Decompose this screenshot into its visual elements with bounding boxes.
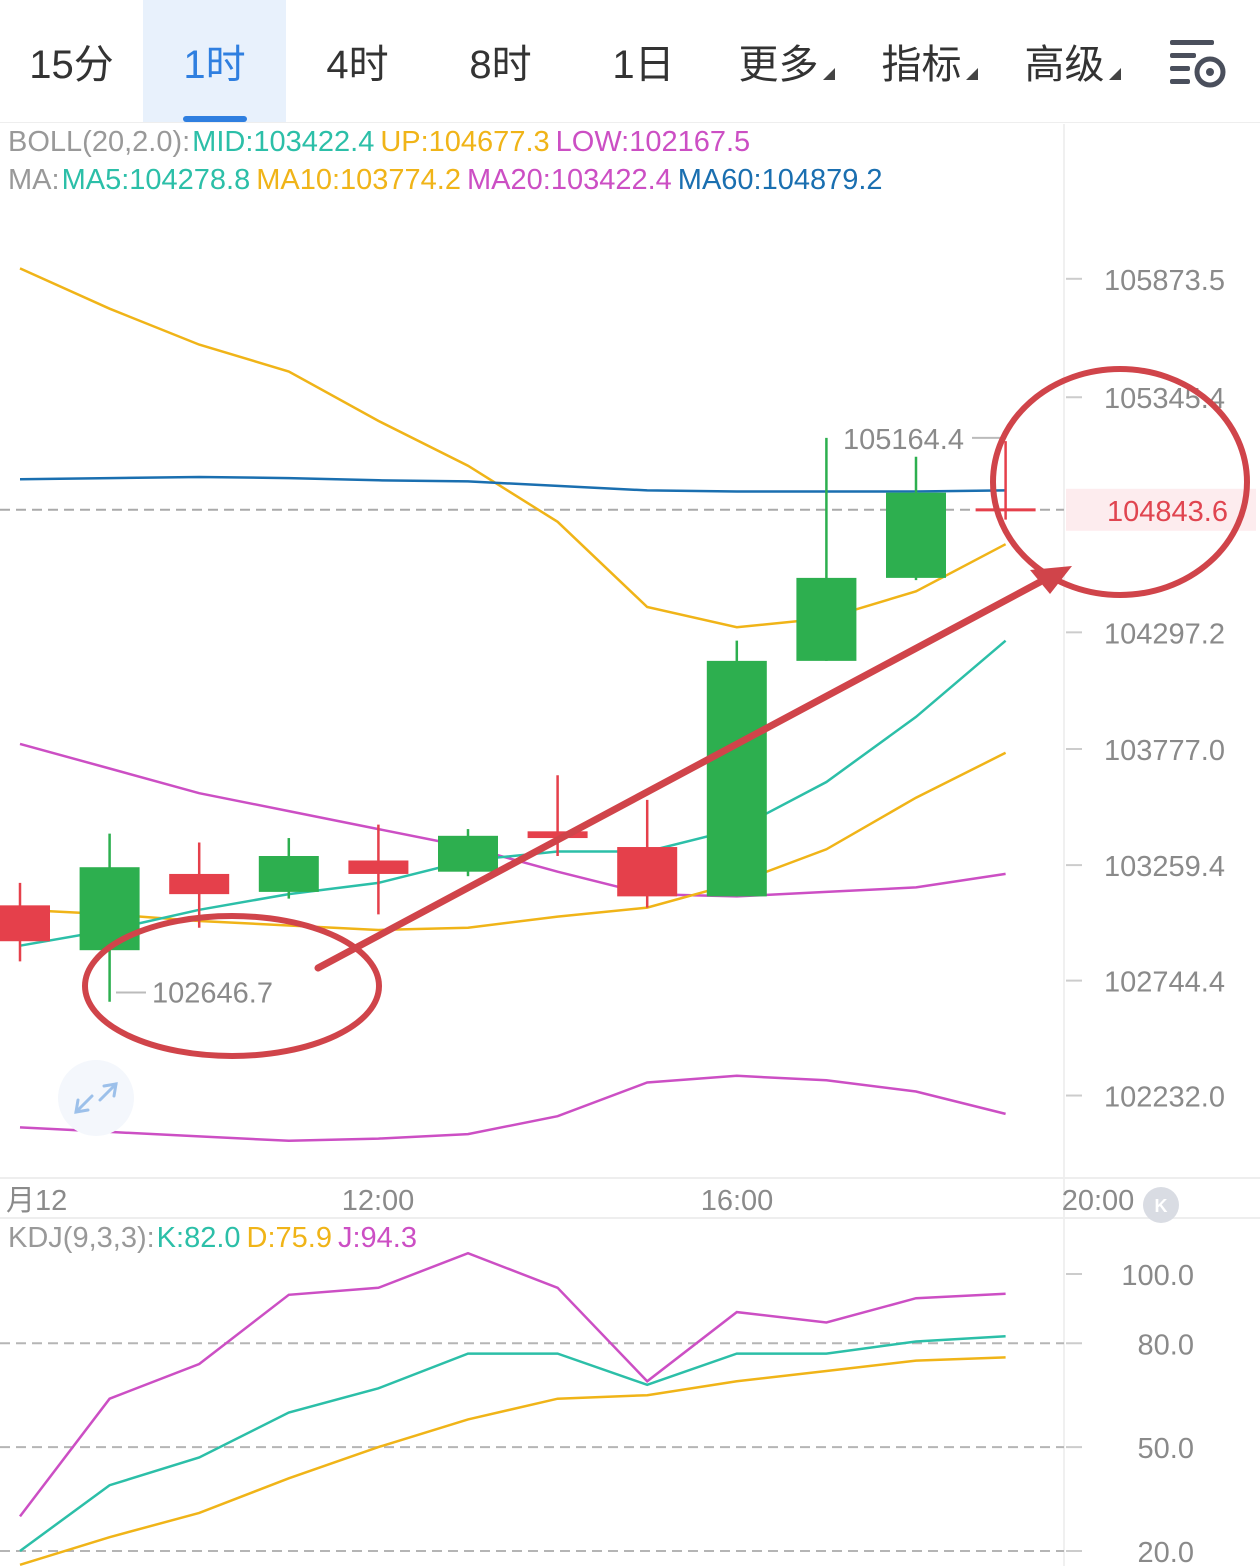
- tab-label: 更多: [738, 43, 819, 87]
- kdj-d-value: D:75.9: [246, 1222, 332, 1254]
- tab-4[interactable]: 8时: [429, 0, 572, 122]
- tab-label: 8时: [469, 43, 532, 87]
- y-axis-tick-label: 104297.2: [1104, 618, 1225, 650]
- ma20-value: MA20:103422.4: [467, 164, 672, 196]
- series-line-ma5: [19, 639, 1007, 947]
- expand-icon: [74, 1082, 118, 1114]
- candle-body: [169, 873, 230, 895]
- annotation-circle-low: [82, 913, 382, 1059]
- annotation-arrow-shaft: [314, 578, 1044, 972]
- expand-arrow: [98, 1082, 118, 1102]
- series-line-ma20: [19, 742, 1006, 898]
- expand-arrow: [74, 1094, 94, 1114]
- boll-mid-value: MID:103422.4: [192, 126, 375, 158]
- boll-legend: BOLL(20,2.0):MID:103422.4 UP:104677.3 LOW:…: [8, 126, 756, 159]
- chart-settings-button[interactable]: [1166, 36, 1230, 92]
- k-line-badge-icon: [1143, 1187, 1179, 1223]
- annotation-circle-high: [990, 366, 1250, 598]
- series-line-ma60: [19, 475, 1006, 493]
- chart-settings-icon: [1170, 40, 1226, 88]
- candle-body: [0, 905, 50, 942]
- ma-legend-prefix: MA:: [8, 164, 60, 196]
- candle-body: [438, 835, 498, 872]
- dropdown-caret-icon: [965, 68, 978, 80]
- tab-8[interactable]: 高级: [1001, 0, 1144, 122]
- boll-up-value: UP:104677.3: [380, 126, 550, 158]
- tab-label: 高级: [1024, 43, 1105, 87]
- tab-3[interactable]: 4时: [286, 0, 429, 122]
- kdj-axis-tick-label: 100.0: [1121, 1260, 1194, 1292]
- high-price-label: 105164.4: [843, 424, 964, 456]
- k-line-badge-letter: K: [1155, 1196, 1168, 1216]
- kdj-legend-prefix: KDJ(9,3,3):: [8, 1222, 155, 1254]
- dropdown-caret-icon: [1108, 68, 1121, 80]
- kdj-line-j: [19, 1251, 1006, 1518]
- y-axis-tick-label: 105873.5: [1104, 265, 1225, 297]
- ma60-value: MA60:104879.2: [677, 164, 883, 196]
- x-axis-tick-label: 月12: [6, 1185, 67, 1217]
- x-axis-tick-label: 20:00: [1062, 1185, 1135, 1217]
- last-price-label: 104843.6: [1107, 496, 1228, 528]
- tab-2[interactable]: 1时: [143, 0, 286, 122]
- kdj-j-value: J:94.3: [337, 1222, 417, 1254]
- y-axis-tick-label: 102232.0: [1104, 1082, 1225, 1114]
- kdj-axis-tick-label: 20.0: [1138, 1537, 1194, 1566]
- annotation-arrow-head: [1030, 566, 1072, 594]
- last-price-label-bg: [1066, 488, 1256, 531]
- candle-body: [796, 577, 857, 661]
- candle-body: [348, 860, 409, 874]
- y-axis-tick-label: 103259.4: [1104, 851, 1225, 883]
- y-axis-tick-label: 103777.0: [1104, 735, 1225, 767]
- expand-button-bg: [58, 1060, 134, 1136]
- ma-legend: MA:MA5:104278.8 MA10:103774.2 MA20:103422.…: [8, 164, 889, 197]
- dropdown-caret-icon: [822, 68, 835, 80]
- candle-body: [706, 660, 767, 897]
- kdj-axis-tick-label: 80.0: [1138, 1329, 1194, 1361]
- candle-body: [617, 847, 678, 897]
- x-axis-tick-label: 12:00: [342, 1185, 415, 1217]
- candle-body: [886, 492, 946, 578]
- tab-label: 指标: [881, 43, 962, 87]
- kdj-k-value: K:82.0: [156, 1222, 241, 1254]
- boll-legend-prefix: BOLL(20,2.0):: [8, 126, 191, 158]
- x-axis-tick-label: 16:00: [701, 1185, 774, 1217]
- tab-6[interactable]: 更多: [715, 0, 858, 122]
- tab-label: 4时: [326, 43, 389, 87]
- series-line-ma10: [19, 751, 1007, 932]
- candle-body: [975, 508, 1036, 512]
- kdj-axis-tick-label: 50.0: [1138, 1433, 1194, 1465]
- tab-label: 1时: [183, 43, 246, 87]
- tab-label: 15分: [29, 43, 114, 87]
- kdj-line-d: [19, 1356, 1006, 1566]
- tab-7[interactable]: 指标: [858, 0, 1001, 122]
- ma5-value: MA5:104278.8: [61, 164, 251, 196]
- tab-1[interactable]: 15分: [0, 0, 143, 122]
- boll-low-value: LOW:102167.5: [555, 126, 751, 158]
- timeframe-tab-bar: 15分 1时 4时 8时 1日 更多 指标 高级: [0, 0, 1260, 123]
- tab-5[interactable]: 1日: [572, 0, 715, 122]
- kdj-legend: KDJ(9,3,3):K:82.0 D:75.9 J:94.3: [8, 1222, 423, 1255]
- tab-label: 1日: [612, 43, 675, 87]
- active-tab-indicator: [182, 116, 247, 122]
- candle-body: [258, 856, 319, 892]
- ma10-value: MA10:103774.2: [256, 164, 461, 196]
- series-line-boll-low: [19, 1074, 1006, 1143]
- kdj-line-k: [19, 1335, 1006, 1553]
- y-axis-tick-label: 102744.4: [1104, 967, 1225, 999]
- low-price-label: 102646.7: [152, 978, 273, 1010]
- candle-body: [527, 831, 588, 839]
